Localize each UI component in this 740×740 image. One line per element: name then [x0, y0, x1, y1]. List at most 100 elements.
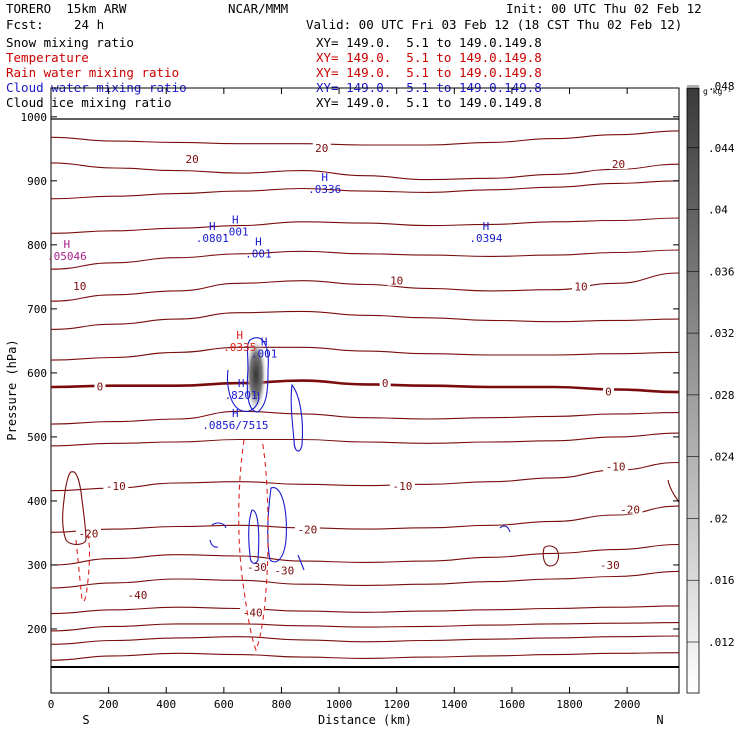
contour-label: 10: [574, 280, 587, 293]
field-label-temperature: Temperature: [6, 50, 89, 65]
contour-label-bg: [124, 588, 150, 601]
contour-label: -20: [620, 503, 640, 516]
x-tick-label: 0: [48, 698, 55, 711]
contour-label-bg: [294, 522, 320, 535]
contour-label-bg: [617, 502, 643, 515]
temperature-contour-line: [50, 379, 680, 394]
temperature-contour-line: [50, 432, 680, 447]
temperature-contour-labels: -40 -40 -30 -30 -30 -20 -20 -20 -10 -10 -10 0 0 0 10 10…: [70, 141, 643, 619]
y-tick-label: 300: [27, 559, 47, 572]
max-letter: H: [64, 238, 71, 251]
max-value: .05046: [47, 250, 87, 263]
contour-label: 0: [605, 385, 612, 398]
max-value: .0856/7515: [202, 419, 268, 432]
max-value: .8201: [225, 389, 258, 402]
max-letter: H: [238, 377, 245, 390]
forecast-label: Fcst:: [6, 17, 44, 32]
max-value: .001: [222, 226, 249, 239]
temperature-contours: [50, 130, 680, 661]
contour-label: 0: [97, 380, 104, 393]
contour-label: -10: [393, 480, 413, 493]
contour-label-bg: [75, 526, 101, 539]
x-tick-label: 1400: [441, 698, 468, 711]
max-letter: H: [209, 220, 216, 233]
y-axis-label: Pressure (hPa): [5, 339, 19, 440]
contour-label-bg: [312, 141, 331, 154]
valid-time: Valid: 00 UTC Fri 03 Feb 12 (18 CST Thu …: [306, 17, 683, 32]
temperature-contour-line: [50, 130, 680, 146]
temperature-contour-line: [50, 217, 680, 234]
contour-label-bg: [387, 273, 406, 286]
contour-label: 0: [382, 377, 389, 390]
colorbar-tick-label: .048: [708, 80, 735, 93]
contour-label-bg: [602, 384, 614, 397]
org-label: NCAR/MMM: [228, 1, 289, 16]
x-tick-label: 2000: [614, 698, 641, 711]
contour-label-bg: [183, 152, 202, 165]
colorbar-tick-label: .032: [708, 327, 735, 340]
temperature-contour-line: [50, 622, 680, 632]
colorbar-unit: g kg⁻¹: [703, 87, 732, 96]
contour-label: 10: [390, 275, 403, 288]
colorbar-tick-label: .028: [708, 389, 735, 402]
x-axis-label: Distance (km): [318, 713, 412, 727]
max-letter: H: [483, 220, 490, 233]
model-title: TORERO 15km ARW: [6, 1, 127, 16]
contour-label-bg: [379, 376, 391, 389]
colorbar-tick-label: .012: [708, 636, 735, 649]
plot-frame: [50, 87, 680, 694]
max-value: .001: [251, 347, 278, 360]
temperature-contour-line: [50, 635, 680, 645]
y-tick-label: 1000: [21, 111, 48, 124]
contour-label-bg: [572, 279, 591, 292]
y-tick-label: 900: [27, 175, 47, 188]
contour-label-bg: [240, 605, 266, 618]
y-tick-label: 700: [27, 303, 47, 316]
colorbar-tick-label: .016: [708, 574, 735, 587]
x-tick-label: 1800: [556, 698, 583, 711]
temperature-contour-line: [50, 543, 680, 566]
contour-label: -30: [600, 559, 620, 572]
y-tick-label: 400: [27, 495, 47, 508]
x-tick-label: 600: [214, 698, 234, 711]
x-end-label-south: S: [82, 713, 89, 727]
y-tick-label: 200: [27, 623, 47, 636]
temperature-contour-line: [50, 410, 680, 425]
contour-label-bg: [609, 157, 628, 170]
x-tick-label: 200: [99, 698, 119, 711]
x-tick-label: 1000: [326, 698, 353, 711]
temperature-contour-line: [50, 570, 680, 589]
colorbar-tick-label: .044: [708, 142, 735, 155]
max-letter: H: [321, 171, 328, 184]
contour-label: 20: [612, 158, 625, 171]
cloud-water-contours: [209, 337, 511, 571]
temperature-contour-line: [50, 180, 680, 200]
contour-label: -20: [79, 528, 99, 541]
colorbar-tick-label: .024: [708, 451, 735, 464]
max-value: .001: [245, 247, 272, 260]
contour-label-bg: [103, 479, 129, 492]
x-tick-label: 800: [272, 698, 292, 711]
colorbar-tick-label: .04: [708, 204, 728, 217]
contour-label-bg: [94, 379, 106, 392]
temperature-contour-line: [50, 162, 680, 181]
y-tick-label: 800: [27, 239, 47, 252]
max-value: .0336: [308, 183, 341, 196]
temperature-contour-line: [50, 249, 680, 270]
x-end-label-north: N: [656, 713, 663, 727]
temperature-contour-line: [50, 605, 680, 615]
field-label-snow: Snow mixing ratio: [6, 35, 134, 50]
x-tick-label: 400: [156, 698, 176, 711]
y-tick-label: 600: [27, 367, 47, 380]
x-axis: 0 200 400 600 800 1000 1200 1400 1600 1800 2000: [48, 88, 641, 711]
contour-label-bg: [271, 563, 297, 576]
y-tick-label: 500: [27, 431, 47, 444]
contour-label: -20: [297, 524, 317, 537]
temperature-contour-line: [50, 505, 680, 533]
rain-water-contours: [75, 439, 269, 652]
contour-label: -30: [247, 561, 267, 574]
contour-label: -30: [274, 565, 294, 578]
contour-label-bg: [603, 459, 629, 472]
